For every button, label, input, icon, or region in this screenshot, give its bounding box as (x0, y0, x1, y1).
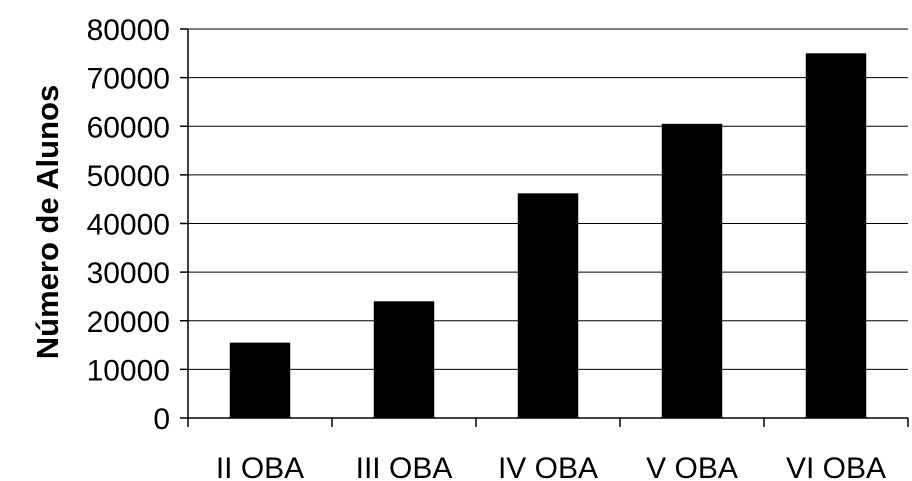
y-tick-label: 0 (153, 403, 170, 436)
y-tick-label: 20000 (87, 306, 170, 339)
x-tick-label: VI OBA (786, 452, 886, 481)
x-tick-label: IV OBA (498, 452, 598, 481)
y-tick-label: 10000 (87, 354, 170, 387)
y-tick-label: 70000 (87, 63, 170, 96)
bar-ii-oba (229, 342, 291, 418)
y-tick-label: 60000 (87, 111, 170, 144)
axes (180, 28, 909, 427)
y-tick-labels: 0 10000 20000 30000 40000 50000 60000 70000 8000… (87, 14, 170, 436)
bar-vi-oba (805, 53, 867, 418)
bar-iii-oba (373, 301, 435, 418)
x-tick-label: II OBA (216, 452, 304, 481)
bars (229, 53, 867, 418)
x-tick-label: III OBA (356, 452, 453, 481)
y-tick-label: 80000 (87, 14, 170, 47)
x-tick-labels: II OBA III OBA IV OBA V OBA VI OBA (216, 452, 886, 481)
bar-v-oba (661, 123, 723, 418)
bar-iv-oba (517, 193, 579, 418)
y-tick-label: 50000 (87, 160, 170, 193)
y-axis-title: Número de Alunos (30, 85, 65, 359)
y-tick-label: 30000 (87, 257, 170, 290)
y-tick-label: 40000 (87, 209, 170, 242)
x-tick-label: V OBA (646, 452, 738, 481)
